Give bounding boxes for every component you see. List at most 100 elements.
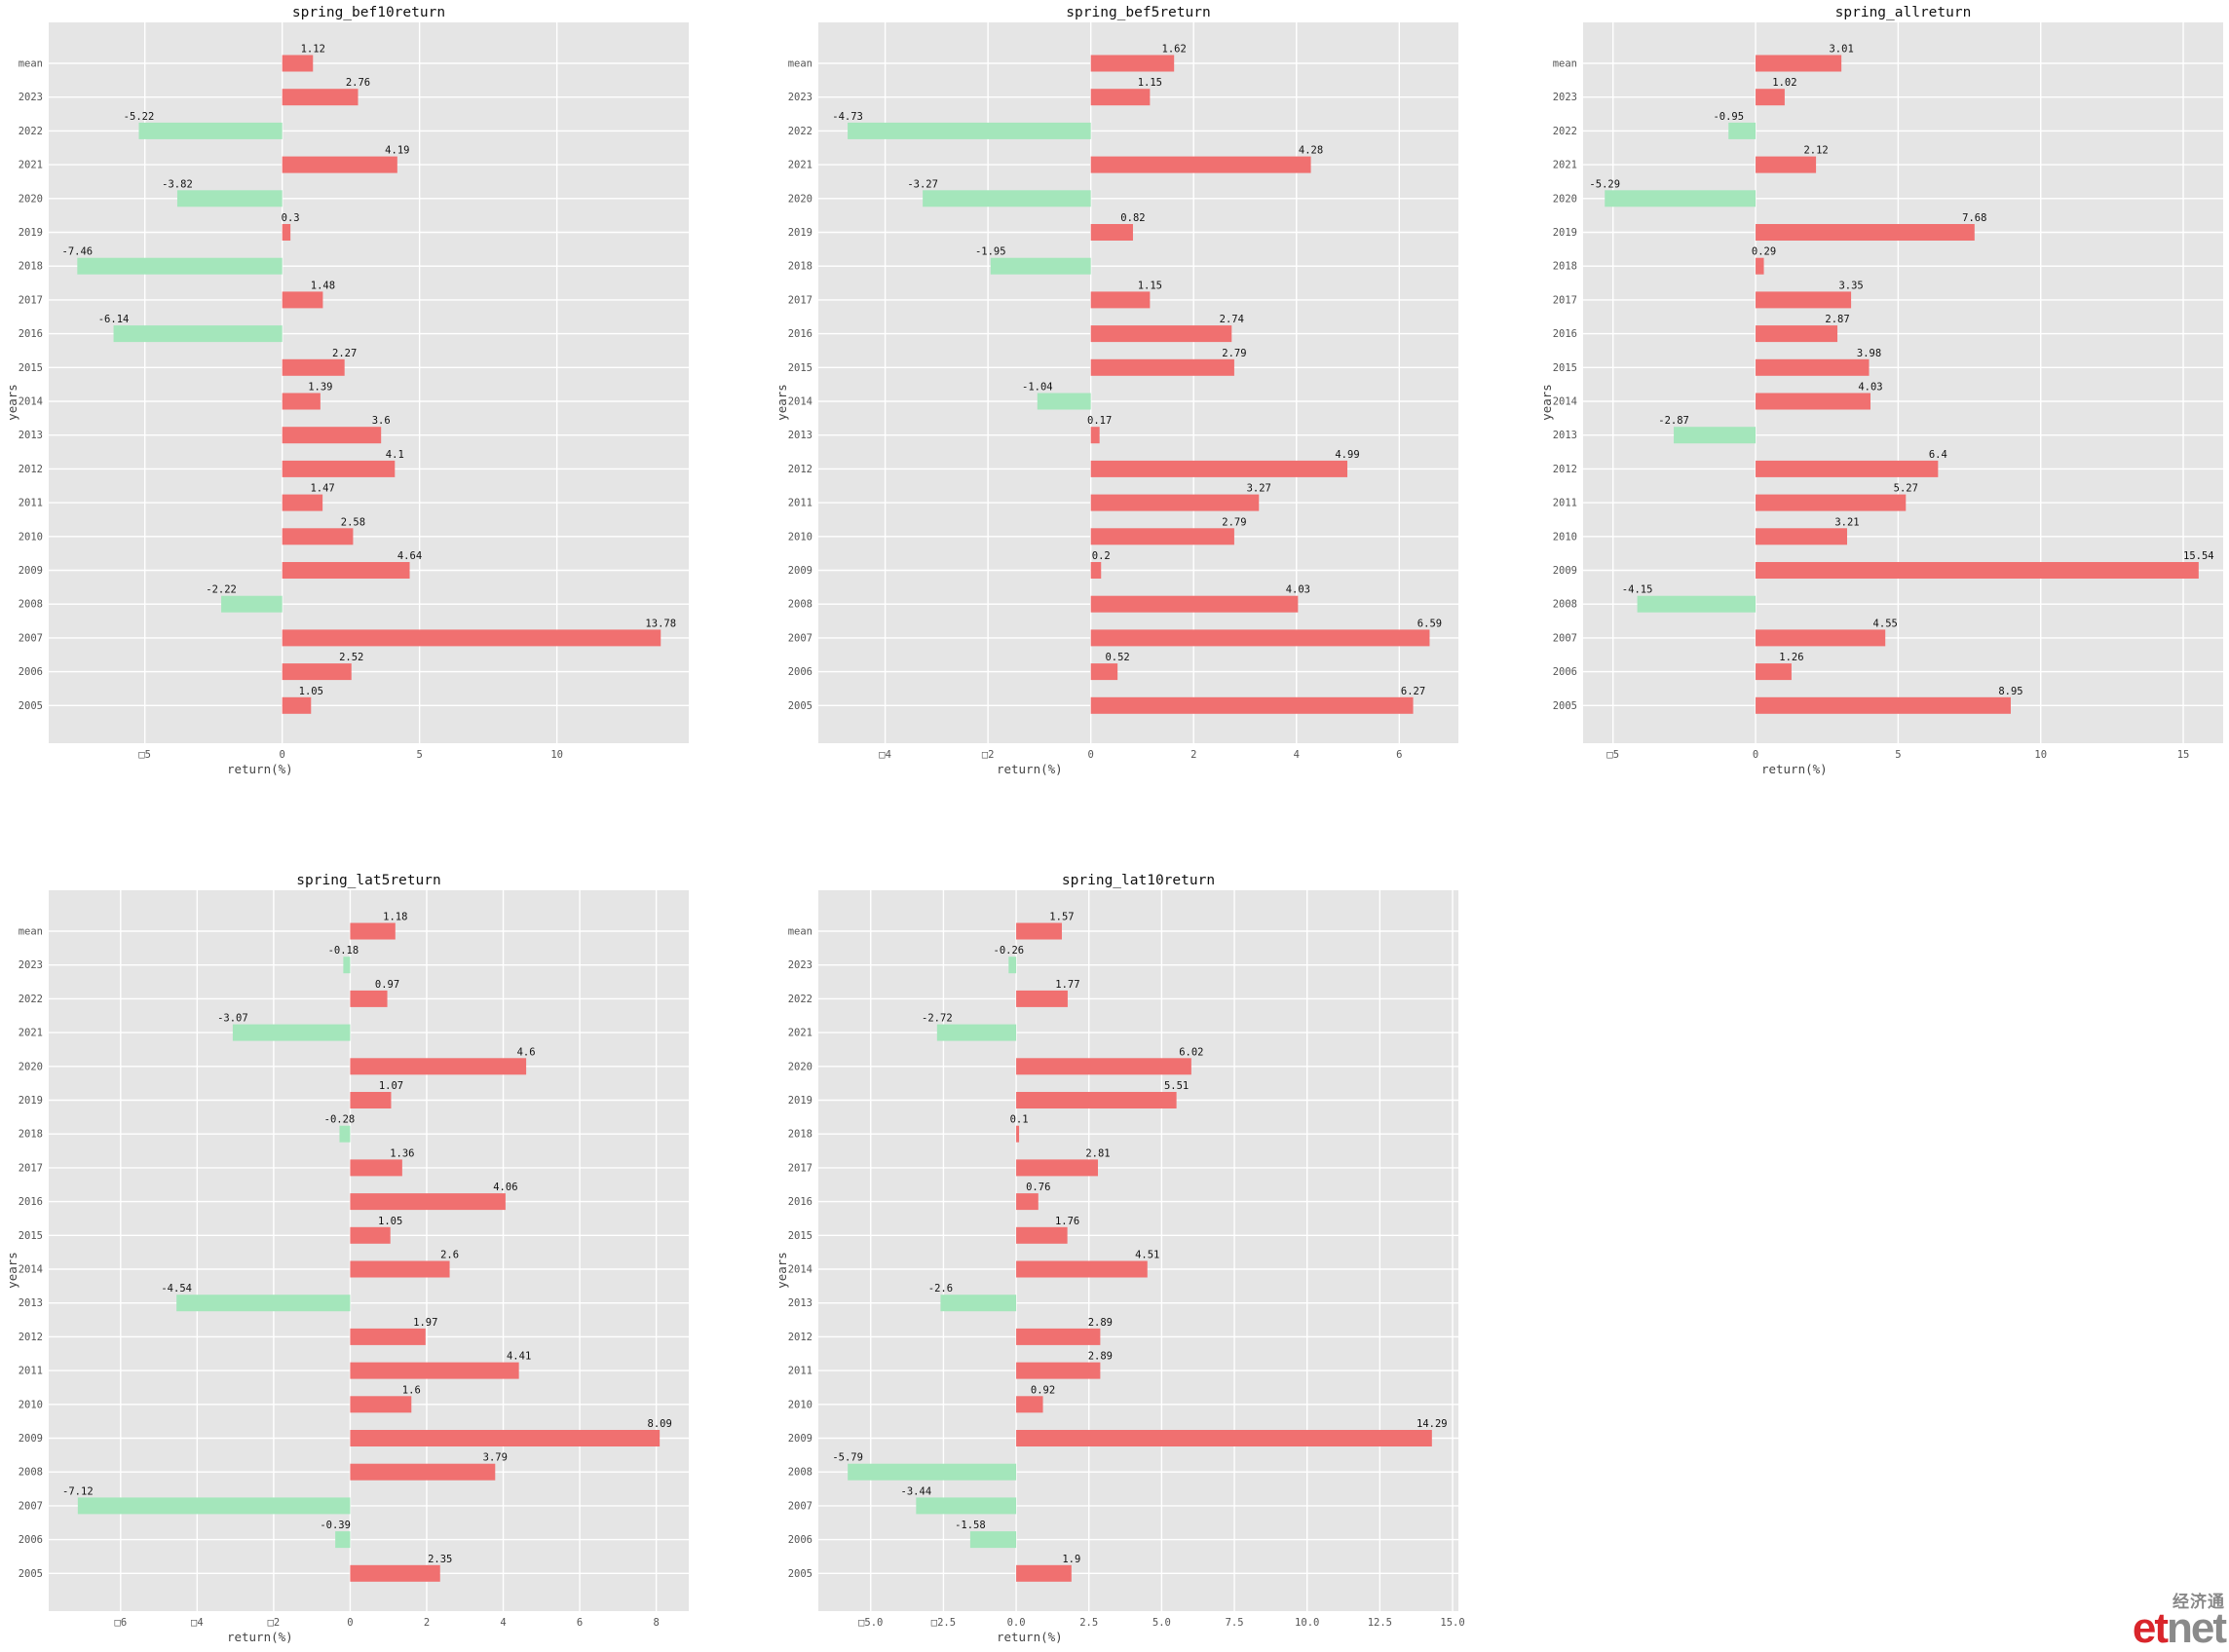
x-tick-label: 8 bbox=[653, 1617, 659, 1629]
bar-value-label: 2.89 bbox=[1088, 1351, 1113, 1363]
bar-value-label: -0.39 bbox=[320, 1520, 351, 1531]
bar-value-label: 4.03 bbox=[1858, 382, 1882, 394]
y-tick-label: 2011 bbox=[19, 498, 43, 509]
bar-value-label: 1.57 bbox=[1049, 912, 1074, 923]
x-tick-label: □6 bbox=[115, 1617, 128, 1629]
x-tick-label: □4 bbox=[191, 1617, 204, 1629]
bar-value-label: 2.35 bbox=[428, 1554, 452, 1565]
y-tick-label: 2007 bbox=[19, 632, 43, 644]
y-tick-label: 2019 bbox=[19, 1095, 43, 1107]
bar-value-label: -3.44 bbox=[901, 1485, 932, 1497]
x-tick-label: □4 bbox=[879, 749, 891, 761]
bar-value-label: 6.59 bbox=[1417, 618, 1442, 629]
bar-value-label: 4.6 bbox=[517, 1046, 536, 1058]
x-tick-label: 5.0 bbox=[1152, 1617, 1171, 1629]
bar bbox=[1756, 460, 1939, 477]
y-tick-label: 2012 bbox=[788, 464, 812, 475]
bar bbox=[1008, 957, 1017, 974]
x-tick-label: 10 bbox=[550, 749, 563, 761]
x-tick-label: 0 bbox=[280, 749, 285, 761]
y-tick-label: 2017 bbox=[1553, 294, 1577, 306]
bar bbox=[1016, 1328, 1101, 1345]
y-tick-label: 2007 bbox=[19, 1500, 43, 1512]
bar bbox=[1756, 89, 1785, 106]
bar-value-label: 7.68 bbox=[1962, 212, 1986, 224]
bar-value-label: 1.26 bbox=[1779, 652, 1803, 663]
bar bbox=[1090, 663, 1118, 681]
logo-et-text: et bbox=[2132, 1604, 2169, 1652]
y-tick-label: 2009 bbox=[19, 565, 43, 577]
bar bbox=[1090, 629, 1430, 647]
bar-value-label: 0.29 bbox=[1752, 246, 1776, 258]
bar bbox=[1016, 1430, 1432, 1446]
bar bbox=[1756, 393, 1870, 410]
bar-value-label: 0.3 bbox=[282, 212, 300, 224]
bar bbox=[176, 190, 283, 207]
bar-value-label: -2.6 bbox=[928, 1283, 953, 1295]
bar-value-label: -1.58 bbox=[955, 1520, 986, 1531]
bar bbox=[343, 957, 351, 974]
bar-value-label: 4.99 bbox=[1335, 449, 1359, 461]
bar-value-label: 0.1 bbox=[1010, 1114, 1029, 1126]
x-tick-label: 6 bbox=[577, 1617, 583, 1629]
bar bbox=[77, 257, 283, 275]
bar bbox=[1756, 494, 1907, 511]
bar-value-label: 14.29 bbox=[1417, 1418, 1448, 1430]
plot-area bbox=[49, 22, 689, 743]
bar bbox=[176, 1295, 351, 1312]
bar bbox=[282, 663, 352, 681]
bar-value-label: 1.18 bbox=[383, 912, 407, 923]
y-tick-label: 2016 bbox=[1553, 328, 1577, 340]
bar-value-label: 5.27 bbox=[1894, 483, 1918, 495]
x-tick-label: 4 bbox=[1294, 749, 1300, 761]
bar bbox=[1016, 1564, 1072, 1582]
logo-wordmark: etnet bbox=[2133, 1607, 2227, 1650]
bar-value-label: -5.79 bbox=[832, 1452, 863, 1464]
y-tick-label: 2010 bbox=[1553, 531, 1577, 543]
bar-value-label: 6.02 bbox=[1179, 1046, 1203, 1058]
plot-area bbox=[49, 890, 689, 1611]
bar bbox=[1016, 990, 1068, 1007]
x-tick-label: 5 bbox=[417, 749, 423, 761]
bar bbox=[1756, 696, 2011, 714]
bar-value-label: -3.82 bbox=[162, 178, 193, 190]
bar-value-label: 1.15 bbox=[1138, 280, 1162, 291]
bar bbox=[848, 122, 1091, 139]
bar-value-label: -2.72 bbox=[922, 1013, 953, 1025]
bar-value-label: 1.9 bbox=[1062, 1554, 1080, 1565]
bar bbox=[1090, 427, 1100, 444]
y-tick-label: 2020 bbox=[788, 1061, 812, 1072]
bar-value-label: 1.05 bbox=[299, 686, 323, 697]
bar-value-label: 3.98 bbox=[1857, 348, 1881, 359]
y-tick-label: 2018 bbox=[1553, 261, 1577, 273]
x-axis-label: return(%) bbox=[997, 1630, 1063, 1644]
bar bbox=[1016, 1125, 1020, 1143]
bar-value-label: 4.03 bbox=[1286, 584, 1310, 596]
bar-value-label: 4.06 bbox=[493, 1182, 517, 1193]
bar bbox=[282, 427, 382, 444]
bar bbox=[1090, 224, 1133, 241]
bar-value-label: -3.27 bbox=[907, 178, 938, 190]
bar bbox=[990, 257, 1091, 275]
y-tick-label: 2005 bbox=[788, 700, 812, 712]
y-tick-label: mean bbox=[788, 58, 812, 70]
y-tick-label: 2016 bbox=[788, 1196, 812, 1208]
bar bbox=[282, 696, 312, 714]
bar bbox=[1016, 1226, 1068, 1244]
bar-value-label: -0.18 bbox=[328, 945, 359, 957]
plot-area bbox=[818, 22, 1458, 743]
bar-value-label: 2.81 bbox=[1085, 1147, 1110, 1159]
y-tick-label: 2023 bbox=[19, 959, 43, 971]
bar bbox=[350, 1396, 412, 1413]
bar bbox=[1090, 156, 1311, 173]
bar-value-label: 0.82 bbox=[1120, 212, 1145, 224]
bar bbox=[113, 325, 283, 343]
bar bbox=[350, 922, 396, 940]
bar bbox=[1756, 55, 1842, 72]
bar bbox=[221, 595, 283, 613]
y-axis-label: years bbox=[5, 1252, 19, 1289]
bar bbox=[1016, 1396, 1043, 1413]
bar-value-label: 4.19 bbox=[385, 145, 409, 157]
x-tick-label: 5 bbox=[1895, 749, 1901, 761]
bar-value-label: -1.04 bbox=[1022, 382, 1053, 394]
